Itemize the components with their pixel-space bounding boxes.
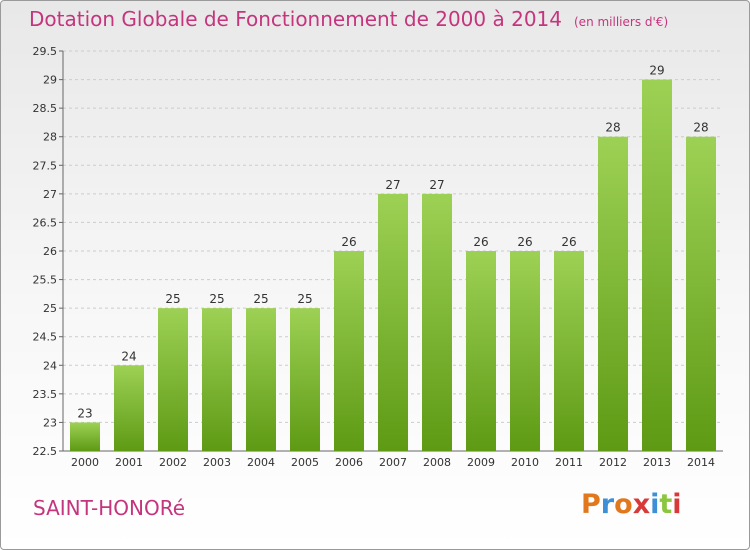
bar-2003	[202, 308, 232, 451]
x-tick-label: 2010	[511, 456, 539, 469]
data-label-2002: 25	[165, 292, 180, 306]
y-tick-label: 27	[43, 188, 57, 201]
x-tick-label: 2008	[423, 456, 451, 469]
x-tick-label: 2011	[555, 456, 583, 469]
y-tick-label: 28	[43, 131, 57, 144]
bar-2009	[466, 251, 496, 451]
bar-2002	[158, 308, 188, 451]
x-tick-label: 2014	[687, 456, 715, 469]
bar-2014	[686, 136, 716, 451]
x-tick-label: 2009	[467, 456, 495, 469]
x-tick-label: 2001	[115, 456, 143, 469]
bar-2000	[70, 422, 100, 451]
data-label-2012: 28	[605, 121, 620, 135]
y-tick-label: 27.5	[33, 159, 58, 172]
data-label-2007: 27	[385, 178, 400, 192]
y-tick-label: 29.5	[33, 45, 58, 58]
y-tick-label: 24.5	[33, 331, 58, 344]
logo-letter: r	[600, 489, 615, 520]
x-tick-label: 2005	[291, 456, 319, 469]
commune-name: SAINT-HONORé	[33, 496, 185, 520]
data-label-2013: 29	[649, 64, 664, 78]
y-tick-label: 24	[43, 359, 57, 372]
bar-2013	[642, 79, 672, 452]
x-tick-label: 2006	[335, 456, 363, 469]
y-tick-label: 26	[43, 245, 57, 258]
bar-layer: 23 24 25 25 25 25 26 27 27 26 26 26 28 29 28	[70, 64, 716, 452]
data-label-2004: 25	[253, 292, 268, 306]
bar-2012	[598, 136, 628, 451]
data-label-2008: 27	[429, 178, 444, 192]
y-tick-label: 23	[43, 416, 57, 429]
bar-2007	[378, 193, 408, 451]
data-label-2009: 26	[473, 235, 488, 249]
data-label-2003: 25	[209, 292, 224, 306]
chart-title: Dotation Globale de Fonctionnement de 20…	[29, 7, 668, 31]
y-tick-label: 25.5	[33, 274, 58, 287]
data-label-2006: 26	[341, 235, 356, 249]
axis-layer: 22.5 23 23.5 24 24.5 25 25.5 26 26.5 27 27.5 28 28.5…	[33, 45, 723, 469]
proxiti-logo: Proxiti	[581, 489, 682, 520]
y-tick-label: 28.5	[33, 102, 58, 115]
bar-2005	[290, 308, 320, 451]
y-tick-label: 29	[43, 74, 57, 87]
bar-2001	[114, 365, 144, 451]
bar-2006	[334, 251, 364, 451]
logo-letter: i	[672, 489, 682, 520]
x-tick-label: 2003	[203, 456, 231, 469]
data-label-2010: 26	[517, 235, 532, 249]
logo-letter: P	[581, 489, 601, 520]
x-tick-label: 2004	[247, 456, 275, 469]
data-label-2000: 23	[77, 406, 92, 420]
x-tick-label: 2013	[643, 456, 671, 469]
bar-2010	[510, 251, 540, 451]
y-tick-label: 26.5	[33, 216, 58, 229]
title-text: Dotation Globale de Fonctionnement de 20…	[29, 7, 562, 31]
bar-2008	[422, 193, 452, 451]
logo-letter: i	[650, 489, 660, 520]
bar-2011	[554, 251, 584, 451]
logo-letter: t	[659, 489, 673, 520]
y-tick-label: 23.5	[33, 388, 58, 401]
data-label-2014: 28	[693, 121, 708, 135]
data-label-2005: 25	[297, 292, 312, 306]
unit-text: (en milliers d'€)	[574, 15, 669, 29]
data-label-2011: 26	[561, 235, 576, 249]
x-tick-label: 2007	[379, 456, 407, 469]
bar-2004	[246, 308, 276, 451]
data-label-2001: 24	[121, 349, 136, 363]
x-tick-label: 2002	[159, 456, 187, 469]
logo-letter: o	[614, 489, 633, 520]
y-tick-label: 25	[43, 302, 57, 315]
y-tick-label: 22.5	[33, 445, 58, 458]
logo-letter: x	[632, 489, 651, 520]
x-tick-label: 2000	[71, 456, 99, 469]
x-tick-label: 2012	[599, 456, 627, 469]
